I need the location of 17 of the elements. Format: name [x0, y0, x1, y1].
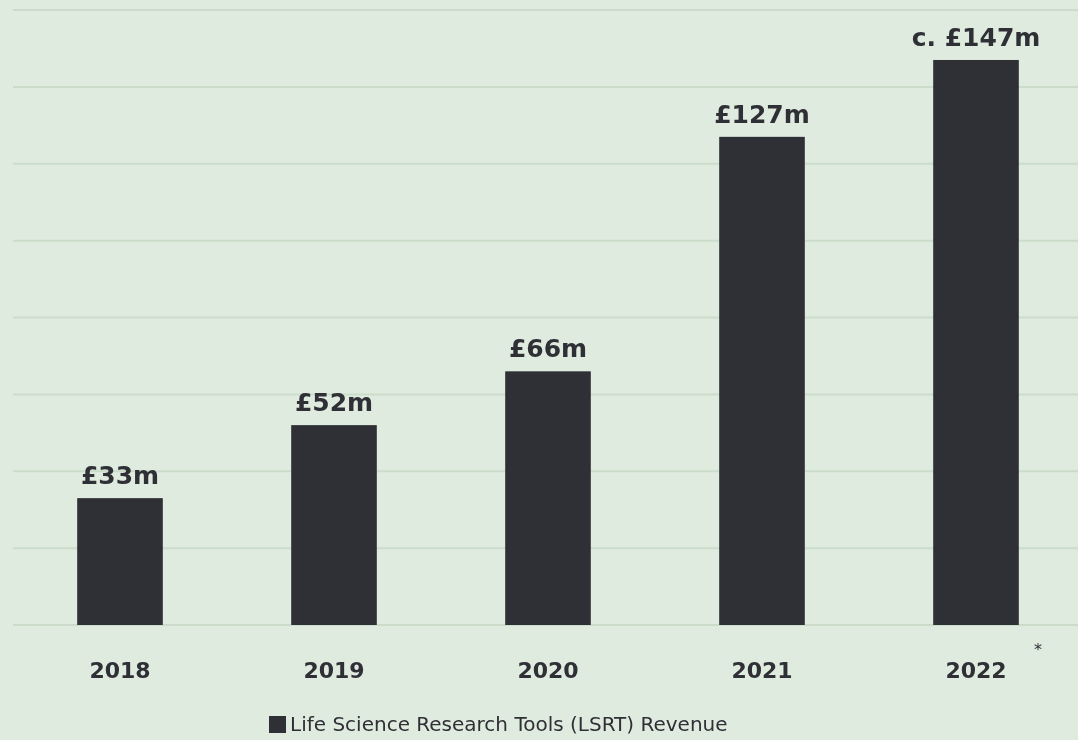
x-tick-label: 2022 — [945, 658, 1007, 683]
bar — [291, 425, 377, 625]
x-tick-label: 2020 — [517, 658, 579, 683]
x-tick-label: 2018 — [89, 658, 151, 683]
data-label: £66m — [508, 334, 588, 364]
data-label: c. £147m — [911, 22, 1041, 52]
bar — [719, 136, 805, 625]
bar — [77, 498, 163, 625]
text: * — [1034, 640, 1042, 659]
x-tick-label: 2021 — [731, 658, 793, 683]
data-label: £127m — [714, 99, 810, 129]
data-label: £33m — [80, 461, 160, 491]
legend-label: Life Science Research Tools (LSRT) Revenue — [290, 712, 728, 736]
x-tick-label: 2019 — [303, 658, 365, 683]
data-label: £52m — [294, 388, 374, 418]
bar — [933, 59, 1019, 625]
bar — [505, 371, 591, 625]
